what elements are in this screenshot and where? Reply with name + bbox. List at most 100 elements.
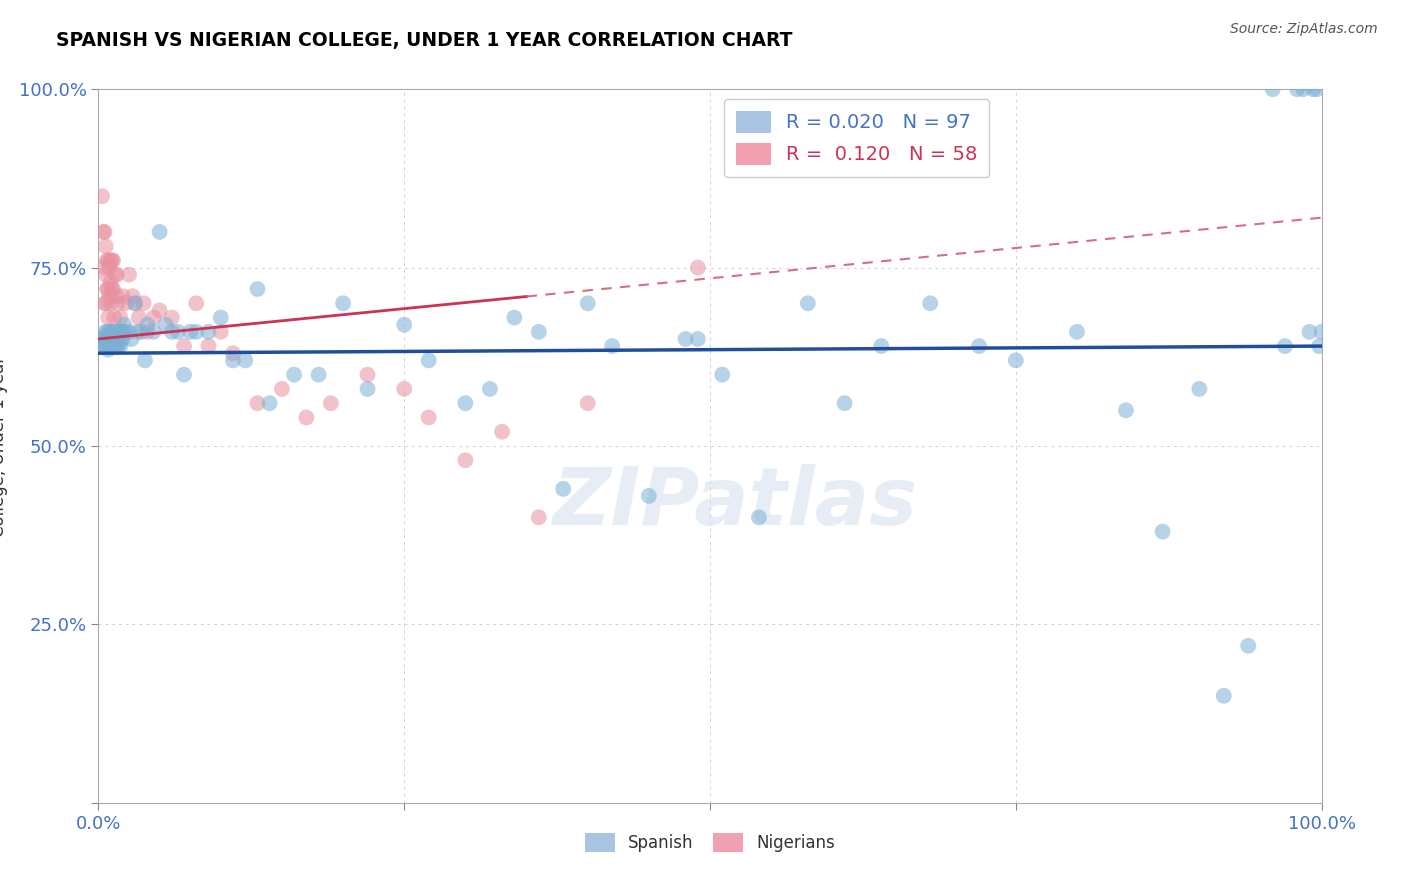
Point	[93, 332, 115, 346]
Point	[222, 353, 245, 368]
Point	[797, 296, 820, 310]
Point	[1306, 82, 1329, 96]
Point	[576, 396, 599, 410]
Point	[686, 260, 709, 275]
Point	[121, 289, 143, 303]
Point	[160, 325, 183, 339]
Point	[111, 289, 134, 303]
Point	[173, 368, 195, 382]
Point	[418, 353, 440, 368]
Point	[142, 325, 165, 339]
Point	[114, 325, 136, 339]
Point	[94, 268, 117, 282]
Point	[246, 396, 269, 410]
Point	[96, 325, 118, 339]
Point	[270, 382, 294, 396]
Point	[1237, 639, 1260, 653]
Point	[332, 296, 354, 310]
Point	[107, 328, 129, 343]
Point	[1274, 339, 1296, 353]
Point	[100, 328, 122, 343]
Point	[129, 325, 152, 339]
Point	[197, 339, 219, 353]
Point	[576, 296, 599, 310]
Point	[132, 296, 155, 310]
Point	[110, 339, 132, 353]
Point	[834, 396, 856, 410]
Point	[491, 425, 513, 439]
Point	[100, 335, 122, 350]
Point	[103, 310, 125, 325]
Point	[142, 310, 165, 325]
Point	[356, 368, 378, 382]
Point	[93, 260, 115, 275]
Point	[111, 325, 134, 339]
Point	[179, 325, 201, 339]
Point	[454, 396, 477, 410]
Point	[110, 310, 132, 325]
Point	[1115, 403, 1137, 417]
Point	[118, 268, 141, 282]
Y-axis label: College, Under 1 year: College, Under 1 year	[0, 355, 7, 537]
Point	[711, 368, 734, 382]
Point	[134, 353, 156, 368]
Point	[1286, 82, 1309, 96]
Point	[101, 282, 124, 296]
Point	[259, 396, 281, 410]
Point	[107, 339, 129, 353]
Point	[98, 335, 121, 350]
Point	[101, 253, 124, 268]
Point	[748, 510, 770, 524]
Point	[111, 325, 134, 339]
Point	[155, 318, 177, 332]
Point	[101, 253, 124, 268]
Point	[222, 346, 245, 360]
Point	[1310, 325, 1333, 339]
Point	[1004, 353, 1026, 368]
Point	[91, 332, 114, 346]
Point	[600, 339, 623, 353]
Point	[173, 339, 195, 353]
Point	[308, 368, 330, 382]
Point	[96, 332, 118, 346]
Point	[104, 328, 127, 343]
Point	[392, 318, 416, 332]
Point	[100, 296, 122, 310]
Point	[110, 332, 132, 346]
Point	[100, 328, 122, 343]
Point	[136, 325, 159, 339]
Point	[392, 382, 416, 396]
Point	[101, 325, 124, 339]
Point	[93, 296, 115, 310]
Point	[105, 339, 128, 353]
Point	[91, 332, 114, 346]
Point	[356, 382, 378, 396]
Point	[94, 325, 117, 339]
Point	[101, 335, 124, 350]
Point	[209, 325, 232, 339]
Point	[112, 318, 135, 332]
Point	[637, 489, 661, 503]
Point	[124, 296, 146, 310]
Point	[186, 325, 208, 339]
Point	[1308, 339, 1330, 353]
Point	[96, 253, 118, 268]
Point	[319, 396, 342, 410]
Point	[527, 510, 550, 524]
Point	[104, 268, 127, 282]
Point	[101, 282, 124, 296]
Point	[1188, 382, 1211, 396]
Point	[91, 189, 114, 203]
Point	[149, 303, 172, 318]
Point	[149, 225, 172, 239]
Point	[91, 225, 114, 239]
Point	[93, 339, 115, 353]
Point	[295, 410, 318, 425]
Point	[108, 325, 131, 339]
Point	[120, 332, 142, 346]
Text: Source: ZipAtlas.com: Source: ZipAtlas.com	[1230, 22, 1378, 37]
Point	[97, 282, 120, 296]
Point	[246, 282, 269, 296]
Point	[97, 343, 120, 357]
Point	[94, 296, 117, 310]
